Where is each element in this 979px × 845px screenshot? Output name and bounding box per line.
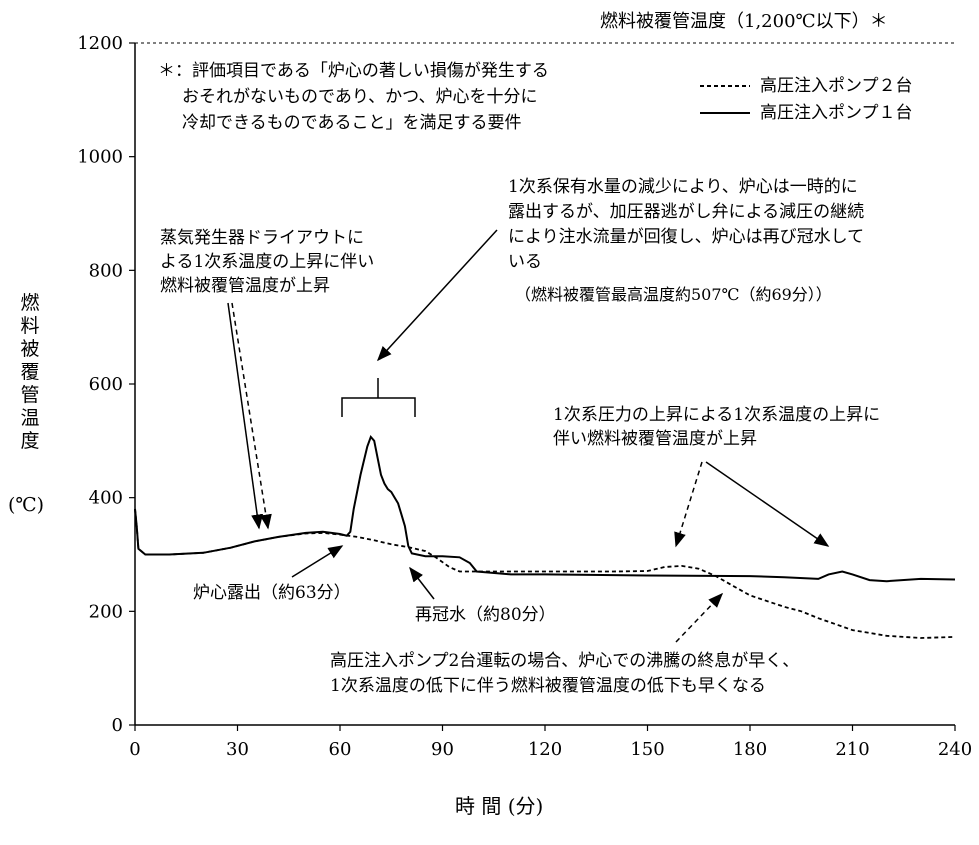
arrow-core-uncover	[376, 229, 498, 362]
pressure-rise-line-1: 1次系圧力の上昇による1次系温度の上昇に	[553, 405, 881, 425]
uncover-peak-label: （燃料被覆管最高温度約507℃（約69分））	[515, 285, 832, 304]
uncover-line-4: いる	[508, 252, 542, 272]
x-tick-label: 90	[431, 739, 454, 760]
x-tick-label: 240	[938, 739, 972, 760]
limit-line-label: 燃料被覆管温度（1,200℃以下）＊	[600, 11, 888, 32]
legend	[700, 85, 750, 114]
x-tick-label: 60	[329, 739, 352, 760]
legend-label-one-pump: 高圧注入ポンプ１台	[760, 103, 913, 123]
arrow-two-pumps	[675, 592, 724, 643]
note-line-1: ＊：評価項目である「炉心の著しい損傷が発生する	[158, 61, 549, 81]
arrow-recovery	[409, 566, 435, 600]
peak-bracket	[341, 378, 416, 417]
y-tick-label: 400	[89, 488, 123, 509]
legend-label-two-pumps: 高圧注入ポンプ２台	[760, 76, 913, 96]
series-group	[134, 434, 956, 639]
recovery-label: 再冠水（約80分）	[415, 605, 556, 625]
y-tick-label: 200	[89, 601, 123, 622]
y-tick-label: 1000	[77, 147, 123, 168]
x-tick-label: 180	[733, 739, 767, 760]
x-tick-label: 30	[226, 739, 249, 760]
two-pump-line-1: 高圧注入ポンプ2台運転の場合、炉心での沸騰の終息が早く、	[330, 651, 800, 671]
two-pump-line-2: 1次系温度の低下に伴う燃料被覆管温度の低下も早くなる	[330, 676, 766, 696]
arrow-sg-dryout-one-pump	[227, 302, 264, 530]
sg-dryout-line-2: よる1次系温度の上昇に伴い	[160, 252, 375, 272]
x-axis-label: 時 間 (分)	[455, 794, 544, 818]
y-tick-label: 0	[112, 715, 123, 736]
axes: 0 200 400 600 800 1000 1200 0 30 60 90 120 150 180 210…	[77, 33, 972, 760]
arrow-pressure-rise-one-pump	[705, 461, 830, 547]
sg-dryout-line-1: 蒸気発生器ドライアウトに	[160, 228, 364, 248]
annotation-arrows	[227, 229, 830, 643]
arrow-core-exposure	[291, 545, 344, 578]
arrow-sg-dryout-two-pumps	[231, 302, 272, 530]
y-axis-label: 燃料被覆管温度	[20, 292, 40, 452]
x-tick-label: 120	[528, 739, 562, 760]
core-exposure-label: 炉心露出（約63分）	[193, 583, 351, 603]
y-tick-label: 1200	[77, 33, 123, 54]
pressure-rise-line-2: 伴い燃料被覆管温度が上昇	[553, 429, 757, 449]
x-tick-label: 150	[630, 739, 664, 760]
note-line-2: おそれがないものであり、かつ、炉心を十分に	[182, 87, 538, 107]
y-tick-label: 600	[89, 374, 123, 395]
arrow-pressure-rise-two-pumps	[674, 461, 703, 548]
note-line-3: 冷却できるものであること」を満足する要件	[182, 113, 522, 133]
x-tick-label: 0	[129, 739, 140, 760]
uncover-line-3: により注水流量が回復し、炉心は再び冠水して	[508, 227, 865, 247]
y-tick-label: 800	[89, 260, 123, 281]
y-axis-unit: (℃)	[8, 494, 45, 516]
series-line-one-pump	[134, 434, 956, 583]
uncover-line-1: 1次系保有水量の減少により、炉心は一時的に	[508, 177, 858, 197]
x-tick-label: 210	[835, 739, 869, 760]
sg-dryout-line-3: 燃料被覆管温度が上昇	[160, 276, 330, 296]
uncover-line-2: 露出するが、加圧器逃がし弁による減圧の継続	[508, 202, 865, 222]
